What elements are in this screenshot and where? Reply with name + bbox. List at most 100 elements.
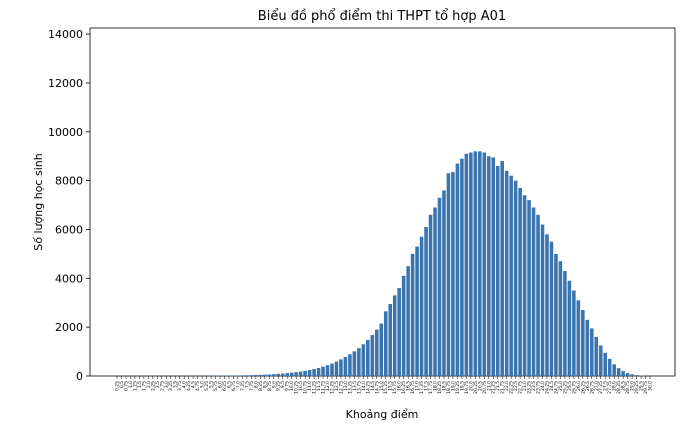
- bar: [442, 190, 446, 376]
- bar: [352, 351, 357, 376]
- x-tick-label: 17.0: [415, 381, 421, 391]
- bar: [545, 234, 549, 376]
- bar: [621, 371, 625, 376]
- x-tick-label: 10.5: [298, 381, 304, 391]
- x-tick-label: 10.0: [289, 381, 295, 391]
- x-tick-label: 22.0: [504, 381, 510, 391]
- x-tick-label: 17.5: [424, 381, 430, 391]
- bar: [236, 375, 240, 376]
- y-tick-label: 2000: [55, 321, 83, 334]
- x-tick-label: 13.25: [347, 381, 353, 394]
- x-tick-label: 4.5: [191, 381, 197, 388]
- bar: [589, 328, 594, 376]
- bar: [240, 375, 245, 376]
- bar: [616, 368, 621, 376]
- x-tick-label: 3.5: [173, 381, 179, 388]
- bar: [258, 374, 263, 376]
- x-tick-label: 9.25: [276, 381, 282, 391]
- bar: [357, 348, 361, 376]
- x-tick-label: 26.0: [576, 381, 582, 391]
- bar: [612, 364, 616, 376]
- bar: [518, 187, 522, 376]
- bar: [581, 310, 585, 376]
- bar: [366, 339, 370, 376]
- x-tick-label: 6.25: [222, 381, 228, 391]
- x-tick-label: 15.5: [388, 381, 394, 391]
- x-tick-label: 21.0: [486, 381, 492, 391]
- x-tick-label: 10.25: [294, 381, 300, 394]
- x-tick-label: 15.75: [392, 381, 398, 394]
- bar: [594, 336, 599, 376]
- y-tick-label: 12000: [48, 77, 83, 90]
- bar: [339, 359, 343, 376]
- x-tick-label: 24.5: [549, 381, 555, 391]
- bar: [325, 365, 330, 376]
- bar: [563, 270, 567, 376]
- x-tick-label: 13.75: [356, 381, 362, 394]
- x-tick-label: 17.75: [428, 381, 434, 394]
- x-tick-label: 21.25: [491, 381, 497, 394]
- x-tick-label: 27.0: [594, 381, 600, 391]
- x-tick-label: 3.75: [177, 381, 183, 391]
- bar: [379, 323, 384, 376]
- y-tick-label: 0: [76, 370, 83, 383]
- bar: [585, 319, 590, 376]
- bar: [513, 180, 518, 376]
- x-tick-label: 3.0: [164, 381, 170, 388]
- bar: [388, 303, 393, 376]
- x-tick-label: 4.75: [195, 381, 201, 391]
- x-tick-label: 26.25: [580, 381, 586, 394]
- bar: [424, 227, 428, 376]
- bar: [294, 372, 298, 376]
- x-tick-label: 11.5: [316, 381, 322, 391]
- y-tick-label: 8000: [55, 175, 83, 188]
- bar: [625, 373, 630, 376]
- bar: [572, 290, 576, 376]
- x-tick-label: 9.75: [285, 381, 291, 391]
- x-tick-label: 19.75: [464, 381, 470, 394]
- x-tick-label: 14.25: [365, 381, 371, 394]
- bar: [500, 161, 504, 376]
- x-tick-label: 10.75: [303, 381, 309, 394]
- x-tick-label: 20.0: [468, 381, 474, 391]
- bar: [334, 361, 339, 376]
- bar: [607, 358, 612, 376]
- bar: [303, 370, 307, 376]
- x-tick-label: 5.25: [204, 381, 210, 391]
- x-tick-label: 11.25: [312, 381, 318, 394]
- y-tick-label: 4000: [55, 272, 83, 285]
- bar: [397, 288, 401, 376]
- x-tick-label: 1.0: [128, 381, 134, 388]
- x-tick-label: 8.0: [253, 381, 259, 388]
- x-tick-label: 27.75: [607, 381, 613, 394]
- x-tick-label: 29.5: [639, 381, 645, 391]
- x-tick-label: 20.75: [482, 381, 488, 394]
- x-tick-label: 29.75: [643, 381, 649, 394]
- x-tick-label: 4.0: [182, 381, 188, 388]
- bar: [321, 366, 325, 376]
- x-tick-label: 22.5: [513, 381, 519, 391]
- x-tick-label: 8.75: [267, 381, 273, 391]
- bar: [245, 375, 249, 376]
- bar: [276, 373, 281, 376]
- x-tick-label: 7.25: [240, 381, 246, 391]
- x-tick-label: 24.25: [544, 381, 550, 394]
- bar: [603, 352, 608, 376]
- bar: [464, 153, 469, 376]
- bar: [374, 329, 379, 376]
- x-tick-label: 16.5: [406, 381, 412, 391]
- x-tick-label: 23.25: [527, 381, 533, 394]
- bar: [509, 175, 513, 376]
- bar: [343, 356, 348, 376]
- bar: [536, 214, 540, 376]
- x-tick-label: 25.25: [562, 381, 568, 394]
- bar: [406, 266, 410, 376]
- x-tick-label: 13.5: [352, 381, 358, 391]
- bar: [634, 375, 639, 376]
- x-tick-label: 7.5: [244, 381, 250, 388]
- bar: [263, 374, 267, 376]
- bar: [285, 373, 289, 376]
- bar: [433, 207, 437, 376]
- x-tick-label: 19.0: [450, 381, 456, 391]
- x-tick-label: 23.75: [536, 381, 542, 394]
